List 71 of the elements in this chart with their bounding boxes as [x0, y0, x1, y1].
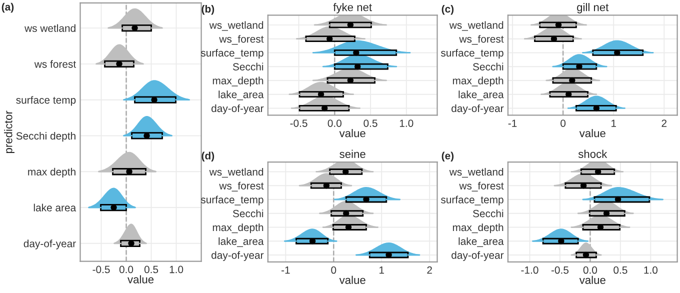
x-tick-label: 0.0 [119, 266, 134, 274]
x-tick-label: 2 [662, 120, 667, 127]
x-tick-label: 0.0 [328, 120, 342, 127]
text: (a) [2, 2, 14, 13]
y-tick-label: Secchi [232, 210, 264, 218]
y-tick-label: day-of-year [212, 104, 264, 114]
y-tick-label: ws_wetland [449, 21, 504, 31]
y-tick-label: surface temp [16, 96, 76, 106]
y-tick-label: max depth [28, 168, 76, 178]
text: (b) [202, 4, 214, 15]
chart-title: seine [340, 150, 366, 158]
text: (d) [202, 152, 214, 162]
x-tick-label: 1.0 [400, 120, 414, 127]
chart-title: shock [578, 150, 608, 158]
y-tick-label: Secchi [473, 210, 504, 218]
text: (e) [442, 152, 454, 162]
x-tick-label: 1 [379, 266, 384, 274]
y-tick-label: max_depth [212, 223, 264, 234]
y-tick-label: Secchi [232, 62, 264, 70]
y-tick-label: lake_area [218, 237, 264, 247]
x-tick-label: -1 [282, 266, 290, 274]
x-tick-label: 0.5 [614, 266, 628, 274]
y-tick-label: ws forest [34, 60, 76, 68]
y-tick-label: max_depth [452, 76, 504, 86]
y-tick-label: lake_area [458, 237, 504, 247]
x-axis-title: value [339, 276, 366, 284]
x-tick-label: 1.0 [644, 266, 658, 274]
y-tick-label: surface_temp [440, 196, 504, 206]
y-tick-label: ws_forest [459, 182, 504, 192]
y-tick-label: surface_temp [440, 48, 504, 59]
y-tick-label: lake area [34, 204, 76, 212]
x-tick-label: 1.0 [170, 266, 184, 274]
y-tick-label: ws_forest [219, 35, 264, 45]
x-tick-label: -0.5 [92, 266, 110, 274]
x-tick-label: 0 [331, 266, 336, 274]
y-tick-label: ws_forest [459, 35, 504, 45]
x-tick-label: 1 [611, 120, 616, 127]
x-axis-title: value [579, 276, 606, 284]
x-tick-label: -1.0 [521, 266, 538, 274]
y-tick-label: day-of-year [452, 104, 504, 114]
x-axis-title: value [128, 275, 154, 284]
y-tick-label: lake_area [458, 90, 504, 100]
x-tick-label: 0.5 [144, 266, 158, 274]
x-tick-label: 0.5 [364, 120, 378, 127]
text: (c) [442, 4, 454, 15]
y-tick-label: ws_wetland [449, 168, 504, 178]
x-tick-label: -1 [508, 120, 517, 127]
x-tick-label: 0.0 [583, 266, 598, 274]
x-tick-label: -0.5 [290, 120, 308, 127]
y-tick-label: max_depth [452, 223, 504, 234]
chart-title: fyke net [333, 3, 372, 14]
x-tick-label: 0 [560, 120, 566, 127]
y-tick-label: ws_wetland [209, 168, 264, 178]
y-tick-label: ws wetland [24, 24, 76, 32]
y-axis-title: predictor [4, 110, 14, 154]
x-tick-label: 2 [427, 266, 432, 274]
x-tick-label: -0.5 [551, 266, 569, 274]
y-tick-label: surface_temp [200, 48, 264, 59]
y-tick-label: Secchi depth [16, 132, 76, 142]
x-axis-title: value [339, 129, 366, 138]
y-tick-label: day-of-year [212, 251, 264, 261]
y-tick-label: Secchi [473, 62, 504, 70]
y-tick-label: day-of-year [452, 251, 504, 261]
y-tick-label: ws_forest [219, 182, 264, 192]
y-tick-label: day-of-year [24, 240, 76, 250]
y-tick-label: max_depth [212, 76, 264, 86]
y-tick-label: ws_wetland [209, 21, 264, 31]
y-tick-label: surface_temp [200, 196, 264, 206]
chart-title: gill net [577, 3, 609, 14]
x-axis-title: value [579, 129, 606, 138]
y-tick-label: lake_area [218, 90, 264, 100]
